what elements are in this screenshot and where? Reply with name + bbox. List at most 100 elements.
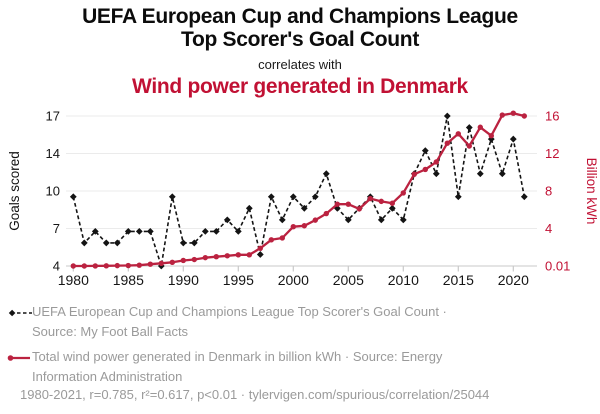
wind-data-point <box>92 263 99 269</box>
wind-data-point <box>103 263 110 269</box>
wind-data-point <box>191 256 197 263</box>
wind-data-point <box>521 113 527 119</box>
wind-data-point <box>246 252 252 258</box>
legend-item-wind-label: Total wind power generated in Denmark in… <box>32 349 443 384</box>
legend-item-goals: UEFA European Cup and Champions League T… <box>6 302 536 342</box>
goals-data-point <box>102 239 110 247</box>
wind-data-point <box>323 210 329 217</box>
right-axis-tick-label: 12 <box>545 146 559 161</box>
wind-data-point <box>180 257 186 264</box>
wind-data-point <box>169 259 175 266</box>
goals-data-point <box>91 227 99 235</box>
goals-data-point <box>278 216 286 224</box>
goals-data-point <box>113 239 121 247</box>
goals-data-point <box>311 193 319 201</box>
goals-data-point <box>256 251 264 258</box>
goals-series-marker-icon <box>8 309 32 317</box>
right-axis-tick-label: 8 <box>545 184 552 199</box>
goals-data-point <box>267 193 275 201</box>
wind-data-point <box>312 217 318 223</box>
legend-item-wind: Total wind power generated in Denmark in… <box>6 347 536 387</box>
goals-data-point <box>245 204 253 212</box>
x-axis-tick-label: 2015 <box>443 272 474 288</box>
x-axis-tick-label: 1990 <box>168 272 199 288</box>
x-axis-tick-label: 2000 <box>278 272 309 288</box>
wind-data-point <box>334 201 340 207</box>
goals-data-point <box>443 112 451 120</box>
x-axis-tick-label: 2020 <box>498 272 529 288</box>
x-axis-tick-label: 2010 <box>388 272 419 288</box>
goals-data-point <box>135 227 143 235</box>
goals-data-point <box>399 216 407 224</box>
goals-data-point <box>212 227 220 235</box>
wind-data-point <box>378 198 384 205</box>
wind-data-point <box>279 235 285 241</box>
goals-data-point <box>289 193 297 201</box>
left-axis-tick-label: 17 <box>46 109 60 124</box>
goals-data-point <box>520 193 528 201</box>
wind-data-point <box>290 223 296 230</box>
goals-data-point <box>344 216 352 224</box>
wind-data-point <box>499 112 505 118</box>
wind-data-point <box>224 253 230 259</box>
right-axis-tick-label: 16 <box>545 109 559 124</box>
goals-data-point <box>69 193 77 201</box>
goals-data-point <box>498 170 506 178</box>
x-axis-tick-label: 1995 <box>223 272 254 288</box>
goals-data-point <box>476 170 484 178</box>
goals-data-point <box>322 170 330 178</box>
goals-data-point <box>377 216 385 224</box>
page-title-line-2: Top Scorer's Goal Count <box>180 28 420 51</box>
wind-data-point <box>367 195 373 202</box>
goals-data-point <box>201 227 209 235</box>
left-axis-tick-label: 7 <box>53 221 60 236</box>
wind-data-point <box>136 262 142 268</box>
wind-data-point <box>158 260 164 266</box>
wind-data-point <box>301 223 307 229</box>
header: UEFA European Cup and Champions League T… <box>0 5 600 99</box>
chart-canvas: 4 0.01 7 4 10 8 14 12 17 16 1980 1985 1990 1995 2000 20… <box>7 109 599 289</box>
goals-series-line <box>72 115 526 267</box>
goals-data-point <box>300 204 308 212</box>
wind-data-point <box>433 159 439 165</box>
goals-data-point <box>157 262 165 270</box>
subtitle-wind-power: Wind power generated in Denmark <box>132 75 468 98</box>
right-axis-tick-label: 4 <box>545 221 552 236</box>
wind-data-point <box>257 245 263 251</box>
page-title-line-1: UEFA European Cup and Champions League <box>82 5 518 28</box>
goals-data-point <box>190 239 198 247</box>
wind-data-point <box>81 263 88 269</box>
goals-data-point <box>146 227 154 235</box>
goals-data-point <box>124 227 132 235</box>
wind-data-point <box>510 110 516 116</box>
wind-data-point <box>268 237 274 243</box>
wind-data-point <box>114 262 121 269</box>
wind-data-point <box>488 132 494 139</box>
wind-data-point <box>202 254 208 261</box>
x-axis-tick-label: 2005 <box>333 272 364 288</box>
wind-data-point <box>455 131 461 137</box>
wind-data-point <box>466 143 472 149</box>
left-axis-tick-label: 14 <box>46 146 60 161</box>
goals-data-point <box>432 170 440 178</box>
x-axis-tick-label: 1980 <box>58 272 89 288</box>
goals-data-point <box>509 135 517 143</box>
wind-data-point <box>477 124 483 130</box>
footer-stats: 1980-2021, r=0.785, r²=0.617, p<0.01 · t… <box>20 387 490 402</box>
x-axis-tick-label: 1985 <box>113 272 144 288</box>
wind-data-point <box>400 190 406 196</box>
wind-data-point <box>389 200 395 206</box>
goals-data-point <box>168 193 176 201</box>
wind-data-point <box>70 263 77 269</box>
wind-data-point <box>345 201 351 207</box>
right-axis-title: Billion kWh <box>584 158 599 225</box>
legend: UEFA European Cup and Champions League T… <box>6 302 536 392</box>
wind-data-point <box>235 252 241 258</box>
right-axis-tick-label: 0.01 <box>545 259 570 274</box>
left-axis-title: Goals scored <box>7 151 22 231</box>
goals-data-point <box>421 147 429 155</box>
wind-data-point <box>125 262 131 269</box>
wind-data-point <box>411 171 417 177</box>
wind-data-point <box>444 140 450 146</box>
